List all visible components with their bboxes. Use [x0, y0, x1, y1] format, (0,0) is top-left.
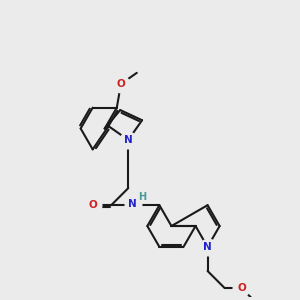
Text: O: O	[89, 200, 98, 210]
Text: N: N	[203, 242, 212, 252]
Text: O: O	[117, 79, 125, 89]
Text: N: N	[124, 135, 133, 145]
Text: N: N	[128, 199, 137, 208]
Text: O: O	[237, 283, 246, 293]
Text: H: H	[139, 192, 147, 202]
